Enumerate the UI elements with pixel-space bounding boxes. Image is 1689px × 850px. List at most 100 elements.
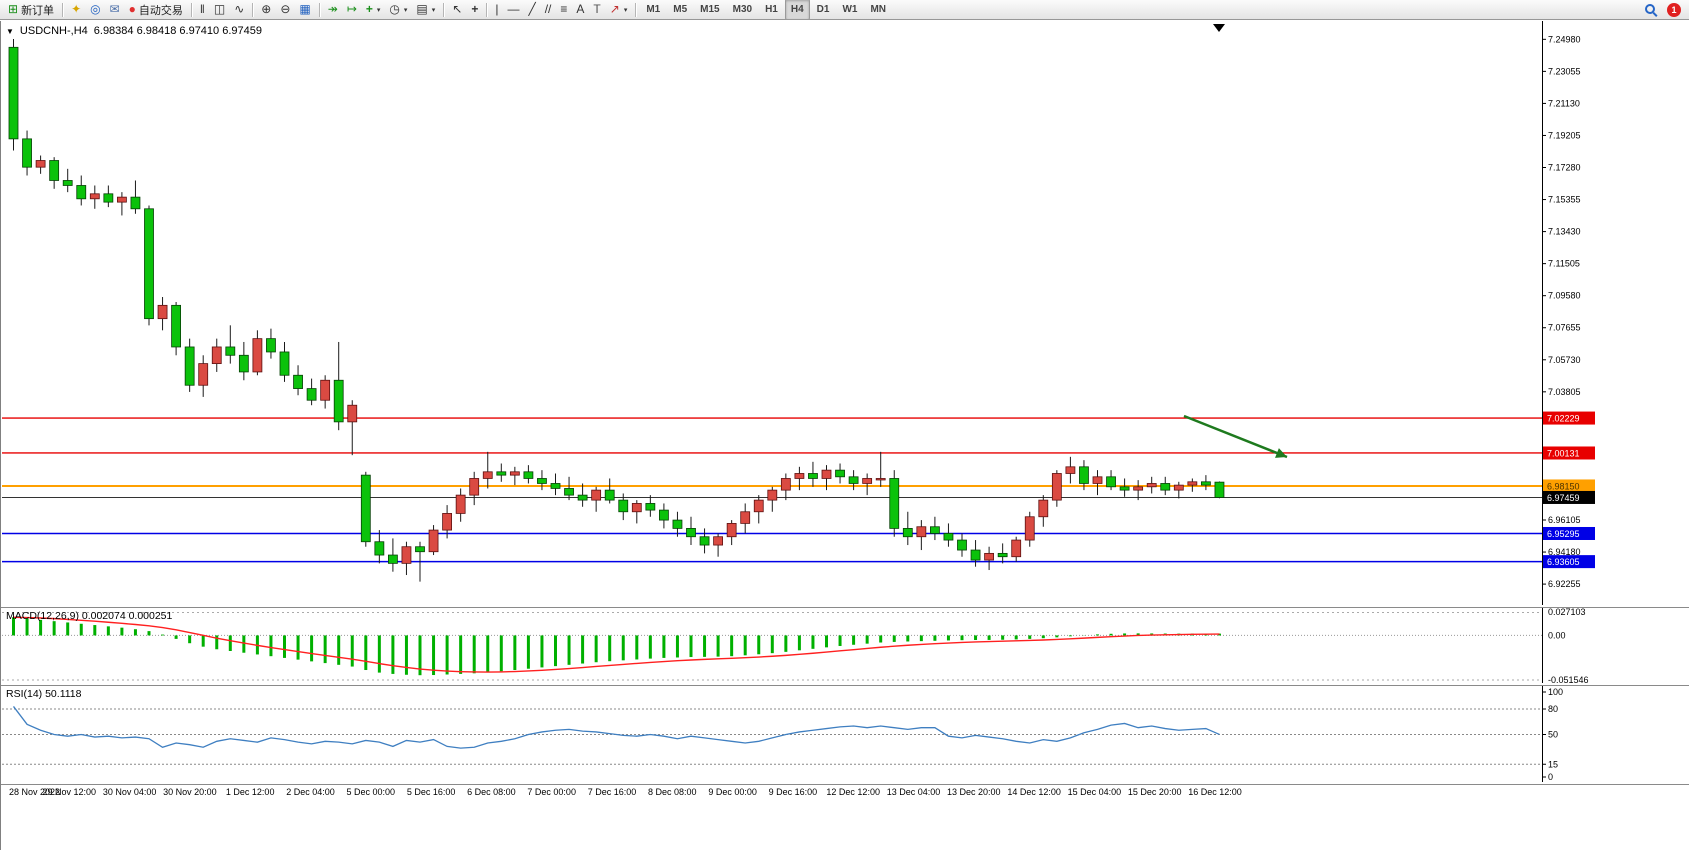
- timeframe-button-mn[interactable]: MN: [870, 4, 887, 15]
- toolbar-separator: [252, 2, 254, 17]
- trendline-icon: ╱: [528, 2, 536, 16]
- chevron-down-icon[interactable]: ▾: [376, 6, 381, 14]
- main-chart-panel[interactable]: ▼ USDCNH-,H4 6.98384 6.98418 6.97410 6.9…: [1, 21, 1689, 605]
- search-icon: [1644, 3, 1657, 16]
- indicators-button[interactable]: + ▾: [362, 0, 385, 19]
- fibonacci-button[interactable]: ≡: [556, 0, 571, 19]
- notification-badge[interactable]: 1: [1667, 2, 1681, 17]
- time-label: 29 Nov 12:00: [42, 787, 97, 797]
- svg-text:6.92255: 6.92255: [1548, 579, 1581, 589]
- bar-chart-button[interactable]: ‖: [196, 0, 209, 19]
- timeframe-button-h1[interactable]: H1: [765, 4, 778, 15]
- chart-collapse-icon[interactable]: ▼: [6, 26, 14, 36]
- chevron-down-icon[interactable]: ▾: [403, 6, 408, 14]
- zoom-in-button[interactable]: ⊕: [257, 0, 275, 19]
- crosshair-button[interactable]: +: [467, 0, 482, 19]
- svg-text:7.00131: 7.00131: [1547, 448, 1580, 458]
- trend-arrow-annotation[interactable]: [1183, 414, 1288, 459]
- toolbar-separator: [443, 2, 445, 17]
- tile-windows-icon: ▦: [299, 2, 311, 16]
- toolbar-separator: [62, 2, 64, 17]
- zoom-out-icon: ⊖: [280, 2, 291, 16]
- svg-text:7.19205: 7.19205: [1548, 130, 1581, 140]
- rsi-canvas[interactable]: 100 80 50 15 0: [1, 686, 1689, 782]
- mail-button[interactable]: ✉: [106, 0, 124, 19]
- vline-button[interactable]: |: [491, 0, 502, 19]
- timeframe-button-h4[interactable]: H4: [784, 0, 810, 20]
- new-order-icon: ⊞: [8, 2, 19, 16]
- macd-axis[interactable]: 0.027103 0.00 -0.051546: [1542, 608, 1589, 683]
- zoom-in-icon: ⊕: [261, 2, 272, 16]
- templates-button[interactable]: ▤ ▾: [412, 0, 439, 19]
- autotrade-button[interactable]: ● 自动交易: [125, 0, 187, 19]
- toolbar-separator: [318, 2, 320, 17]
- svg-text:6.93605: 6.93605: [1547, 557, 1580, 567]
- line-chart-icon: ∿: [234, 2, 245, 16]
- svg-text:7.07655: 7.07655: [1548, 323, 1581, 333]
- cursor-button[interactable]: ↖: [448, 0, 466, 19]
- macd-histogram: [12, 617, 1221, 676]
- svg-text:-0.051546: -0.051546: [1548, 675, 1589, 683]
- search-button[interactable]: [1640, 0, 1661, 19]
- time-label: 2 Dec 04:00: [286, 787, 335, 797]
- market-watch-icon: ◎: [90, 2, 101, 16]
- template-icon: ▤: [416, 2, 428, 16]
- chevron-down-icon[interactable]: ▾: [431, 6, 436, 14]
- auto-scroll-button[interactable]: ↠: [324, 0, 342, 19]
- toolbar-separator: [190, 2, 192, 17]
- candle-chart-button[interactable]: ◫: [210, 0, 229, 19]
- label-icon: T: [593, 2, 601, 16]
- arrows-button[interactable]: ↗ ▾: [606, 0, 632, 19]
- time-label: 9 Dec 16:00: [768, 787, 818, 797]
- trendline-button[interactable]: ╱: [524, 0, 539, 19]
- time-label: 8 Dec 08:00: [648, 787, 697, 797]
- charts-button[interactable]: ✦: [67, 0, 85, 19]
- new-order-button[interactable]: ⊞ 新订单: [4, 0, 58, 19]
- line-chart-button[interactable]: ∿: [230, 0, 248, 19]
- chart-symbol-period: USDCNH-,H4: [19, 25, 88, 37]
- rsi-panel[interactable]: RSI(14) 50.1118 100 80 50 15 0: [1, 685, 1689, 783]
- chart-shift-marker[interactable]: [1213, 24, 1225, 32]
- text-button[interactable]: A: [572, 0, 588, 19]
- svg-text:6.97459: 6.97459: [1547, 493, 1580, 503]
- price-chart-canvas[interactable]: 7.24980 7.23055 7.21130 7.19205 7.17280 7.153…: [1, 21, 1689, 605]
- svg-text:0.00: 0.00: [1548, 630, 1566, 640]
- periods-button[interactable]: ◷ ▾: [385, 0, 411, 19]
- candles-series: [8, 38, 1225, 582]
- chart-shift-button[interactable]: ↦: [343, 0, 361, 19]
- time-label: 9 Dec 00:00: [708, 787, 757, 797]
- time-axis[interactable]: 28 Nov 2022 29 Nov 12:00 30 Nov 04:00 30 No…: [1, 784, 1689, 803]
- svg-text:7.24980: 7.24980: [1548, 34, 1581, 44]
- label-button[interactable]: T: [589, 0, 604, 19]
- fibonacci-icon: ≡: [560, 2, 568, 16]
- svg-text:80: 80: [1548, 704, 1558, 714]
- svg-text:7.15355: 7.15355: [1548, 195, 1581, 205]
- tile-windows-button[interactable]: ▦: [295, 0, 314, 19]
- timeframe-button-m5[interactable]: M5: [673, 4, 688, 15]
- price-axis[interactable]: 7.24980 7.23055 7.21130 7.19205 7.17280 7.153…: [1542, 21, 1595, 605]
- rsi-line: [12, 706, 1220, 749]
- timeframe-button-m15[interactable]: M15: [700, 4, 720, 15]
- rsi-label: RSI(14) 50.1118: [6, 688, 82, 700]
- svg-text:50: 50: [1548, 730, 1558, 740]
- time-label: 13 Dec 20:00: [947, 787, 1001, 797]
- chart-shift-icon: ↦: [346, 2, 357, 16]
- timeframe-button-m1[interactable]: M1: [646, 4, 661, 15]
- timeframe-button-d1[interactable]: D1: [816, 4, 830, 15]
- timeframe-button-w1[interactable]: W1: [842, 4, 858, 15]
- rsi-axis[interactable]: 100 80 50 15 0: [1542, 686, 1563, 782]
- time-label: 16 Dec 12:00: [1188, 787, 1242, 797]
- macd-panel[interactable]: MACD(12,26,9) 0.002074 0.000251 0.027103…: [1, 607, 1689, 684]
- svg-text:7.23055: 7.23055: [1548, 66, 1581, 76]
- zoom-out-button[interactable]: ⊖: [276, 0, 294, 19]
- channel-button[interactable]: //: [541, 0, 556, 19]
- hline-button[interactable]: —: [503, 0, 523, 19]
- time-label: 15 Dec 04:00: [1067, 787, 1122, 797]
- indicators-icon: +: [365, 2, 373, 16]
- mail-icon: ✉: [109, 2, 120, 16]
- chevron-down-icon[interactable]: ▾: [623, 6, 628, 14]
- timeframe-button-m30[interactable]: M30: [732, 4, 753, 15]
- market-watch-button[interactable]: ◎: [86, 0, 104, 19]
- svg-text:6.95295: 6.95295: [1547, 529, 1580, 539]
- macd-canvas[interactable]: 0.027103 0.00 -0.051546: [1, 608, 1689, 683]
